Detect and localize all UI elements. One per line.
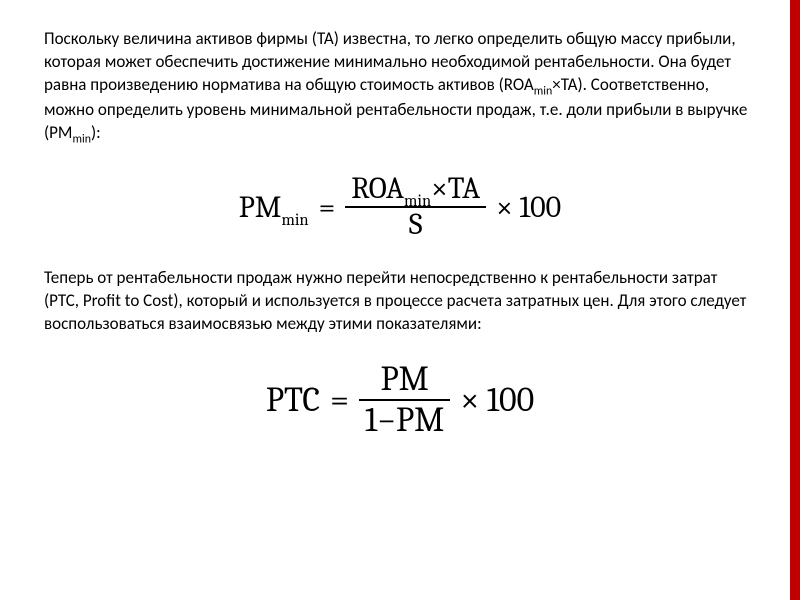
- slide-container: Поскольку величина активов фирмы (TA) из…: [0, 0, 800, 600]
- formula-1-tail: × 100: [496, 190, 561, 225]
- formula-2-eq: =: [330, 380, 349, 420]
- formula-1-fraction: ROAmin×TA S: [345, 172, 486, 243]
- formula-1-num-sub: min: [404, 192, 431, 211]
- formula-1-lhs-main: PM: [239, 190, 282, 225]
- formula-1-lhs: PMmin: [239, 190, 309, 225]
- formula-2-fraction: PM 1−PM: [359, 360, 450, 440]
- formula-1-num-b: ×TA: [431, 171, 480, 206]
- formula-1-denominator: S: [403, 208, 429, 243]
- para1-sub-2: min: [72, 133, 90, 147]
- accent-bar: [790, 0, 800, 600]
- paragraph-1: Поскольку величина активов фирмы (TA) из…: [44, 28, 756, 148]
- formula-2: PTC = PM 1−PM × 100: [266, 360, 534, 440]
- formula-2-numerator: PM: [374, 360, 434, 399]
- para1-text-c: ):: [91, 122, 101, 143]
- formula-2-lhs: PTC: [266, 380, 320, 420]
- formula-2-block: PTC = PM 1−PM × 100: [44, 360, 756, 440]
- para1-sub-1: min: [534, 84, 552, 98]
- formula-1-eq: =: [319, 190, 336, 225]
- formula-2-denominator: 1−PM: [359, 401, 450, 440]
- formula-1-lhs-sub: min: [281, 211, 308, 230]
- paragraph-2: Теперь от рентабельности продаж нужно пе…: [44, 267, 756, 336]
- formula-1-numerator: ROAmin×TA: [345, 172, 486, 207]
- formula-1-num-a: ROA: [351, 171, 404, 206]
- formula-2-tail: × 100: [460, 380, 534, 420]
- formula-1: PMmin = ROAmin×TA S × 100: [239, 172, 561, 243]
- formula-1-block: PMmin = ROAmin×TA S × 100: [44, 172, 756, 243]
